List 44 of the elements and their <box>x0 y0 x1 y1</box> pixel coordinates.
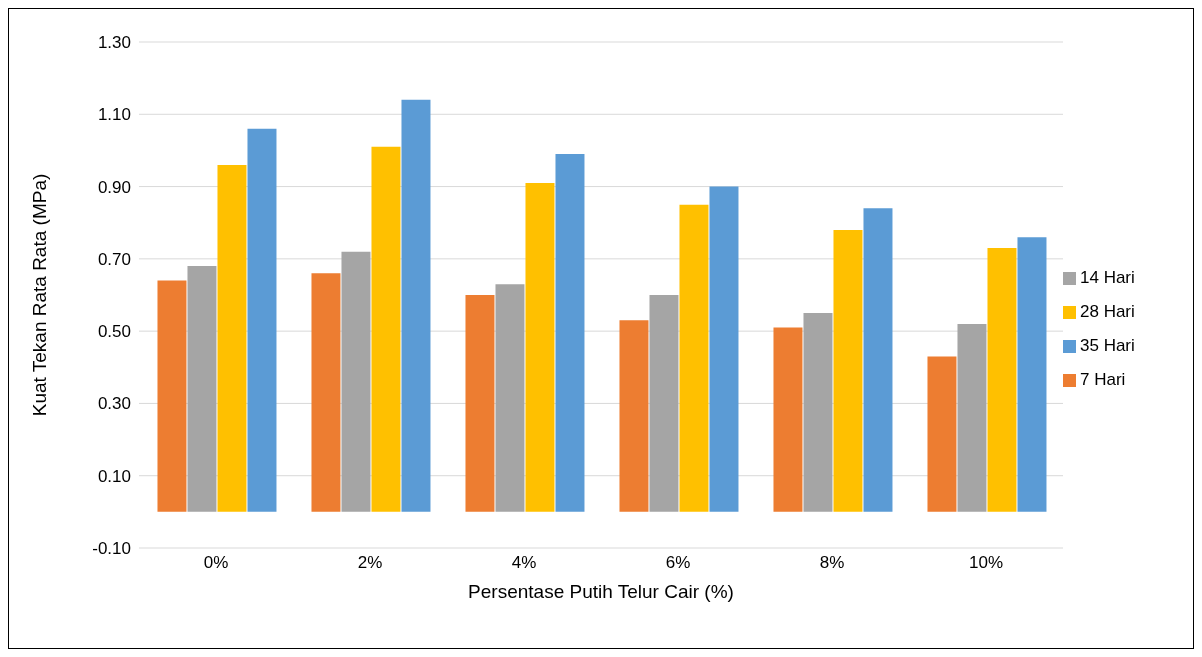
legend-label: 7 Hari <box>1080 369 1126 389</box>
bar <box>465 295 495 512</box>
x-tick-label: 10% <box>968 553 1004 573</box>
y-tick-label: 0.30 <box>97 394 131 414</box>
bar <box>803 313 833 512</box>
bar <box>649 295 679 512</box>
legend-label: 35 Hari <box>1080 335 1135 355</box>
bar <box>157 280 187 512</box>
bar <box>341 251 371 512</box>
y-axis-title: Kuat Tekan Rata Rata (MPa) <box>28 173 50 417</box>
x-tick-label: 2% <box>357 553 383 573</box>
x-axis-title: Persentase Putih Telur Cair (%) <box>468 581 734 602</box>
bar <box>679 204 709 512</box>
x-tick-label: 0% <box>203 553 229 573</box>
bar <box>709 186 739 512</box>
y-tick-label: 1.30 <box>97 33 131 53</box>
bar <box>401 99 431 512</box>
bar <box>247 128 277 512</box>
bar <box>311 273 341 512</box>
bar <box>217 164 247 512</box>
y-tick-label: 0.70 <box>97 249 131 269</box>
bar <box>495 284 525 512</box>
bar <box>773 327 803 512</box>
bar <box>371 146 401 512</box>
bar <box>957 323 987 512</box>
x-tick-label: 4% <box>511 553 537 573</box>
bar <box>863 208 893 512</box>
y-tick-label: 0.10 <box>97 466 131 486</box>
bar <box>187 266 217 512</box>
bar <box>619 320 649 512</box>
bar <box>987 248 1017 512</box>
legend-label: 14 Hari <box>1080 267 1135 287</box>
y-tick-label: 1.10 <box>97 105 131 125</box>
y-tick-label: 0.90 <box>97 177 131 197</box>
bar <box>927 356 957 512</box>
bar <box>833 229 863 512</box>
y-tick-label: 0.50 <box>97 322 131 342</box>
legend-label: 28 Hari <box>1080 301 1135 321</box>
x-tick-label: 8% <box>819 553 845 573</box>
bar <box>1017 237 1047 512</box>
bar <box>555 154 585 512</box>
y-tick-label: -0.10 <box>92 539 131 559</box>
x-tick-label: 6% <box>665 553 691 573</box>
bar <box>525 182 555 512</box>
